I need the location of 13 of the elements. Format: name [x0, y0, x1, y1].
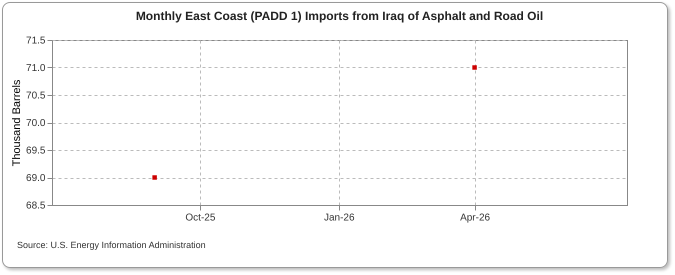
- x-tick-label: Apr-26: [460, 212, 491, 224]
- chart-title: Monthly East Coast (PADD 1) Imports from Iraq of Asphalt and Road Oil: [136, 9, 544, 23]
- y-tick-label: 70.0: [26, 118, 46, 129]
- y-tick-label: 69.0: [26, 173, 46, 184]
- y-axis-title: Thousand Barrels: [11, 79, 24, 166]
- y-tick-label: 71.5: [26, 36, 46, 46]
- y-tick-label: 69.5: [26, 146, 46, 156]
- x-tick-label: Jan-26: [324, 212, 355, 224]
- y-tick-label: 70.5: [26, 90, 46, 102]
- x-tick-label: Oct-25: [185, 212, 216, 224]
- y-tick-label: 71.0: [26, 63, 46, 74]
- y-tick-label: 68.5: [26, 200, 46, 212]
- source-note: Source: U.S. Energy Information Administration: [17, 240, 206, 250]
